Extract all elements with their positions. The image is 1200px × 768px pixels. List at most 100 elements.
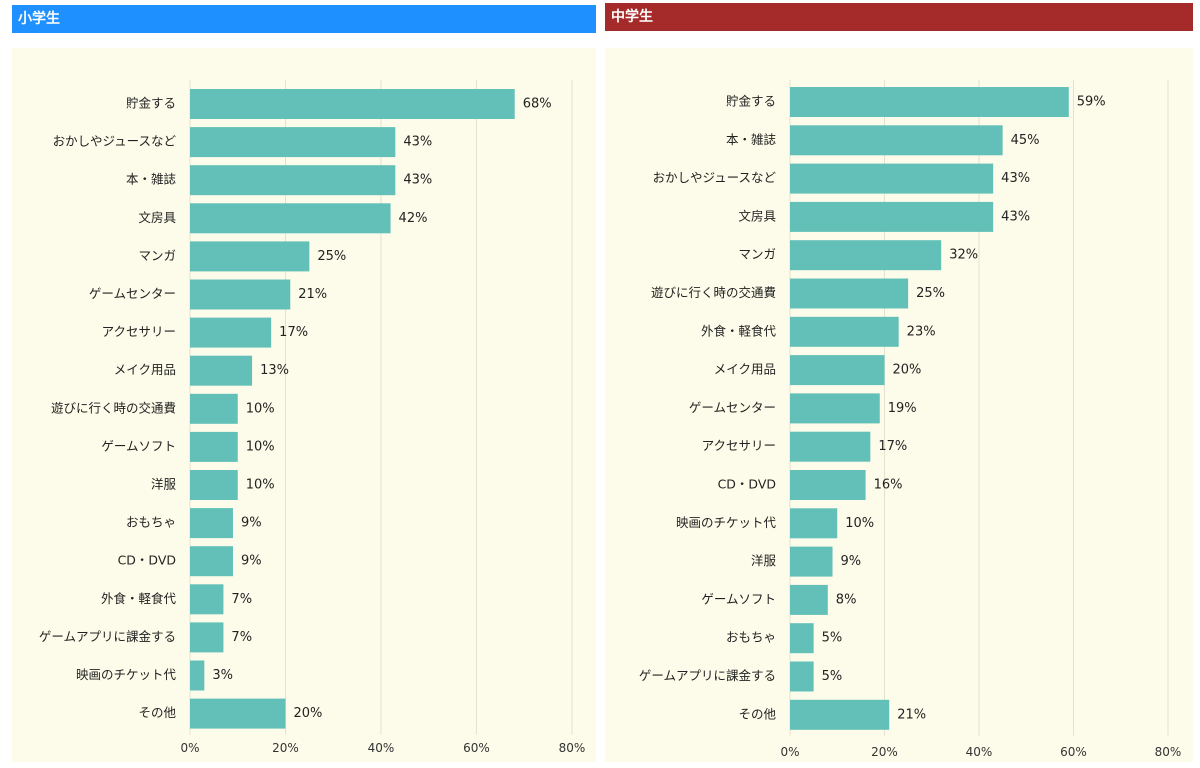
category-label: 本・雑誌 <box>726 132 777 147</box>
value-label: 43% <box>403 173 432 188</box>
bar <box>790 661 814 692</box>
bar <box>790 355 885 386</box>
bar <box>790 316 899 347</box>
value-label: 43% <box>1001 171 1030 186</box>
value-label: 42% <box>399 211 428 226</box>
category-label: CD・DVD <box>718 477 776 492</box>
x-tick-label: 60% <box>463 741 490 755</box>
bar <box>190 203 391 234</box>
value-label: 17% <box>279 325 308 340</box>
category-label: その他 <box>138 705 176 720</box>
bar <box>790 278 909 309</box>
value-label: 5% <box>822 631 843 646</box>
bar <box>190 546 233 577</box>
category-label: アクセサリー <box>702 438 776 453</box>
category-label: 洋服 <box>751 553 777 568</box>
category-label: 遊びに行く時の交通費 <box>651 285 776 300</box>
bar <box>790 508 838 539</box>
value-label: 21% <box>298 287 327 302</box>
value-label: 68% <box>523 97 552 112</box>
category-label: 外食・軽食代 <box>701 323 777 338</box>
value-label: 43% <box>403 135 432 150</box>
bar <box>190 89 515 119</box>
value-label: 17% <box>878 439 907 454</box>
value-label: 13% <box>260 363 289 378</box>
category-label: 貯金する <box>126 96 176 111</box>
bar <box>790 163 994 194</box>
value-label: 25% <box>916 286 945 301</box>
bar <box>190 508 233 539</box>
x-tick-label: 40% <box>368 741 395 755</box>
category-label: マンガ <box>738 247 776 262</box>
category-label: おもちゃ <box>726 630 776 645</box>
bar <box>790 470 866 500</box>
value-label: 9% <box>241 516 262 531</box>
x-tick-label: 20% <box>871 745 898 759</box>
x-tick-label: 0% <box>180 741 199 755</box>
value-label: 9% <box>841 554 862 569</box>
bar <box>790 584 828 615</box>
bar-chart-elementary: 0% 20% 40% 60% 80% 貯金する 68% おかしやジュースなど 43% 本・雑誌 43… <box>39 80 585 755</box>
value-label: 5% <box>822 669 843 684</box>
bar <box>190 279 291 310</box>
value-label: 20% <box>893 363 922 378</box>
bar <box>790 393 880 424</box>
value-label: 10% <box>246 478 275 493</box>
x-tick-label: 40% <box>966 745 993 759</box>
bar <box>190 241 310 272</box>
x-tick-label: 0% <box>780 745 799 759</box>
category-label: ゲームセンター <box>89 286 176 301</box>
category-label: 外食・軽食代 <box>101 591 177 606</box>
panel-title-elementary: 小学生 <box>12 5 596 33</box>
value-label: 16% <box>874 478 903 493</box>
value-label: 25% <box>317 249 346 264</box>
bar <box>790 623 814 654</box>
category-label: おかしやジュースなど <box>53 134 177 149</box>
elementary-chart-panel: 小学生 0% 20% 40% 60% 80% 貯金する 68% おかしやジュースなど 43% 本・… <box>12 0 596 768</box>
bar <box>190 622 224 653</box>
bar <box>190 317 272 348</box>
value-label: 10% <box>845 516 874 531</box>
category-label: 文房具 <box>738 208 776 223</box>
category-label: 映画のチケット代 <box>676 515 777 530</box>
category-label: 貯金する <box>726 94 776 109</box>
category-label: ゲームソフト <box>701 591 776 606</box>
value-label: 7% <box>231 630 252 645</box>
category-label: おかしやジュースなど <box>653 170 777 185</box>
bar <box>190 470 238 500</box>
bar <box>190 431 238 462</box>
bar <box>190 584 224 615</box>
bar <box>190 165 396 196</box>
bar <box>190 698 286 729</box>
bar-chart-junior-high: 0% 20% 40% 60% 80% 貯金する 59% 本・雑誌 45% おかしやジュースなど 43… <box>639 80 1181 759</box>
value-label: 3% <box>212 668 233 683</box>
bar <box>790 546 833 577</box>
category-label: ゲームアプリに課金する <box>39 629 176 644</box>
junior-high-chart-panel: 中学生 0% 20% 40% 60% 80% 貯金する 59% 本・雑誌 45% おかしやジュース… <box>605 0 1193 768</box>
category-label: メイク用品 <box>114 362 176 377</box>
category-label: おもちゃ <box>126 515 176 530</box>
value-label: 43% <box>1001 209 1030 224</box>
value-label: 19% <box>888 401 917 416</box>
value-label: 10% <box>246 401 275 416</box>
bar <box>790 431 871 462</box>
bar <box>190 127 396 158</box>
value-label: 20% <box>294 706 323 721</box>
value-label: 7% <box>231 592 252 607</box>
value-label: 21% <box>897 707 926 722</box>
value-label: 23% <box>907 324 936 339</box>
category-label: ゲームアプリに課金する <box>639 668 776 683</box>
category-label: 洋服 <box>151 477 177 492</box>
value-label: 45% <box>1011 133 1040 148</box>
value-label: 59% <box>1077 95 1106 110</box>
value-label: 10% <box>246 439 275 454</box>
category-label: 文房具 <box>138 210 176 225</box>
category-label: アクセサリー <box>102 324 176 339</box>
category-label: ゲームセンター <box>689 400 776 415</box>
bar <box>790 240 942 271</box>
value-label: 32% <box>949 248 978 263</box>
bar <box>790 699 890 730</box>
x-tick-label: 20% <box>272 741 299 755</box>
category-label: CD・DVD <box>118 553 176 568</box>
category-label: 本・雑誌 <box>126 172 177 187</box>
